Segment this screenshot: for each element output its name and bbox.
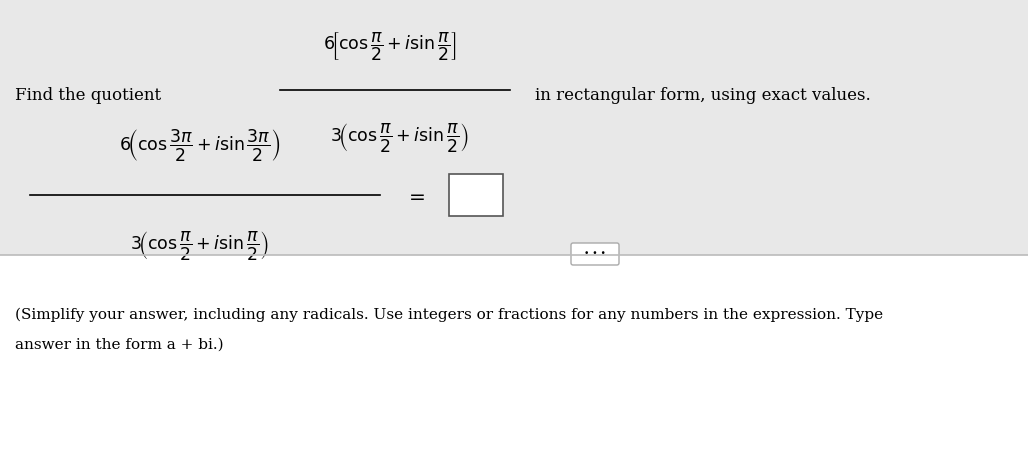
Text: answer in the form a + bi.): answer in the form a + bi.)	[15, 338, 224, 352]
Text: $3\!\left(\cos\dfrac{\pi}{2}+i\sin\dfrac{\pi}{2}\right)$: $3\!\left(\cos\dfrac{\pi}{2}+i\sin\dfrac…	[330, 121, 470, 153]
Text: (Simplify your answer, including any radicals. Use integers or fractions for any: (Simplify your answer, including any rad…	[15, 308, 883, 322]
Text: • • •: • • •	[584, 249, 605, 258]
Text: $6\!\left(\cos\dfrac{3\pi}{2}+i\sin\dfrac{3\pi}{2}\right)$: $6\!\left(\cos\dfrac{3\pi}{2}+i\sin\dfra…	[119, 127, 281, 163]
Text: in rectangular form, using exact values.: in rectangular form, using exact values.	[535, 86, 871, 103]
FancyBboxPatch shape	[449, 174, 503, 216]
Text: $6\!\left[\cos\dfrac{\pi}{2}+i\sin\dfrac{\pi}{2}\right]$: $6\!\left[\cos\dfrac{\pi}{2}+i\sin\dfrac…	[323, 31, 456, 63]
Text: $=$: $=$	[405, 186, 426, 204]
Text: $3\!\left(\cos\dfrac{\pi}{2}+i\sin\dfrac{\pi}{2}\right)$: $3\!\left(\cos\dfrac{\pi}{2}+i\sin\dfrac…	[131, 228, 269, 262]
Text: Find the quotient: Find the quotient	[15, 86, 161, 103]
FancyBboxPatch shape	[571, 243, 619, 265]
